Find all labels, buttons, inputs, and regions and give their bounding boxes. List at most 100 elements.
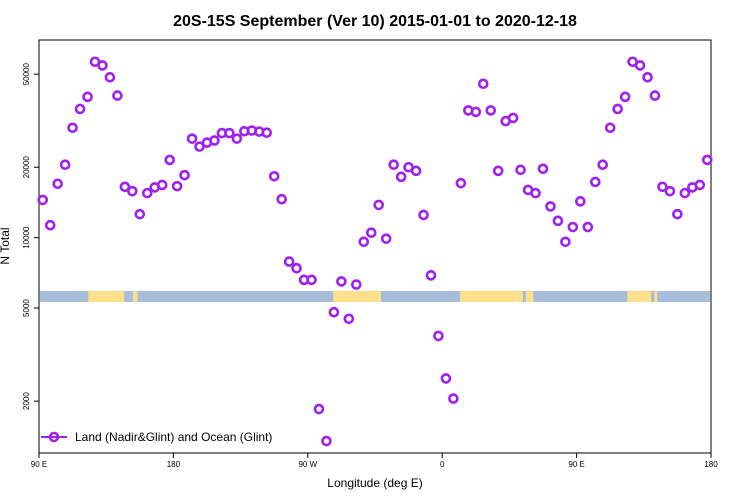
data-points (37, 56, 713, 447)
land-segment (333, 291, 381, 303)
y-tick-label: 20000 (22, 156, 31, 179)
data-point (470, 106, 482, 118)
data-point (127, 185, 138, 197)
x-tick-label: 180 (167, 460, 181, 469)
land-segment (627, 291, 652, 303)
data-point (672, 208, 683, 220)
data-point (560, 236, 571, 248)
data-point (186, 133, 198, 144)
data-point (545, 201, 556, 212)
data-point (328, 306, 340, 318)
data-point (141, 187, 153, 199)
data-point (224, 127, 235, 139)
x-tick-label: 90 W (298, 460, 317, 469)
data-point (418, 209, 429, 221)
data-point (515, 164, 526, 176)
data-point (679, 187, 691, 199)
x-tick-label: 90 E (568, 460, 584, 469)
data-point (425, 270, 437, 281)
data-point (492, 165, 504, 177)
data-point (313, 403, 325, 415)
data-point (507, 112, 519, 124)
data-point (44, 219, 56, 231)
data-point (171, 180, 183, 192)
data-point (351, 279, 362, 290)
x-tick-label: 90 E (31, 460, 47, 469)
surface-type-strip (40, 291, 710, 303)
y-tick-label: 10000 (22, 226, 31, 249)
data-point (306, 274, 317, 286)
data-point (59, 159, 71, 171)
data-point (649, 90, 661, 101)
data-point (119, 181, 131, 193)
data-point (589, 176, 601, 188)
data-point (395, 171, 407, 183)
legend: Land (Nadir&Glint) and Ocean (Glint) (41, 430, 272, 444)
data-point (97, 60, 108, 71)
x-axis-label: Longitude (deg E) (327, 476, 422, 490)
data-point (194, 141, 205, 152)
data-point (268, 170, 280, 182)
land-segment (654, 291, 658, 303)
data-point (477, 78, 489, 90)
data-point (283, 256, 295, 267)
data-point (209, 135, 220, 146)
data-point (164, 154, 175, 166)
y-axis-label: N Total (0, 227, 12, 264)
data-point (365, 227, 377, 238)
data-point (440, 373, 452, 384)
data-point (373, 199, 385, 211)
data-point (701, 154, 713, 166)
land-segment (525, 291, 534, 303)
data-point (380, 233, 392, 244)
data-point (582, 221, 594, 233)
x-tick-label: 0 (440, 460, 445, 469)
legend-marker (48, 431, 60, 443)
data-point (612, 103, 623, 115)
data-point (575, 196, 586, 207)
y-axis: 2000 5000 10000 20000 50000 (22, 63, 39, 410)
data-point (388, 159, 399, 171)
data-point (104, 71, 116, 83)
plot-frame (38, 39, 712, 454)
data-point (67, 122, 78, 134)
data-point (485, 105, 497, 116)
y-tick-label: 5000 (22, 299, 31, 317)
data-point (664, 185, 676, 197)
data-point (537, 163, 549, 175)
data-point (410, 165, 422, 177)
data-point (134, 208, 146, 220)
data-point (552, 215, 564, 227)
data-point (52, 178, 63, 190)
land-segment (460, 291, 523, 303)
data-point (694, 179, 706, 191)
data-point (37, 194, 49, 206)
data-point (74, 103, 86, 115)
data-point (455, 177, 467, 189)
data-point (657, 181, 668, 193)
data-point (530, 187, 541, 199)
data-point (82, 91, 93, 103)
data-point (291, 262, 302, 274)
data-point (604, 122, 616, 134)
y-tick-label: 50000 (22, 63, 31, 86)
data-point (261, 127, 273, 139)
data-point (634, 60, 646, 71)
land-segment (88, 291, 125, 303)
data-point (343, 313, 355, 325)
data-point (231, 133, 243, 144)
data-point (642, 71, 653, 83)
data-point (358, 236, 370, 248)
data-point (567, 221, 579, 233)
data-point (179, 169, 190, 181)
land-segment (133, 291, 138, 303)
data-point (156, 179, 168, 191)
data-point (597, 159, 609, 171)
data-point (321, 435, 332, 447)
legend-label: Land (Nadir&Glint) and Ocean (Glint) (75, 430, 272, 444)
x-tick-label: 180 (704, 460, 718, 469)
chart-title: 20S-15S September (Ver 10) 2015-01-01 to… (173, 13, 577, 30)
data-point (448, 393, 459, 404)
data-point (619, 91, 631, 103)
